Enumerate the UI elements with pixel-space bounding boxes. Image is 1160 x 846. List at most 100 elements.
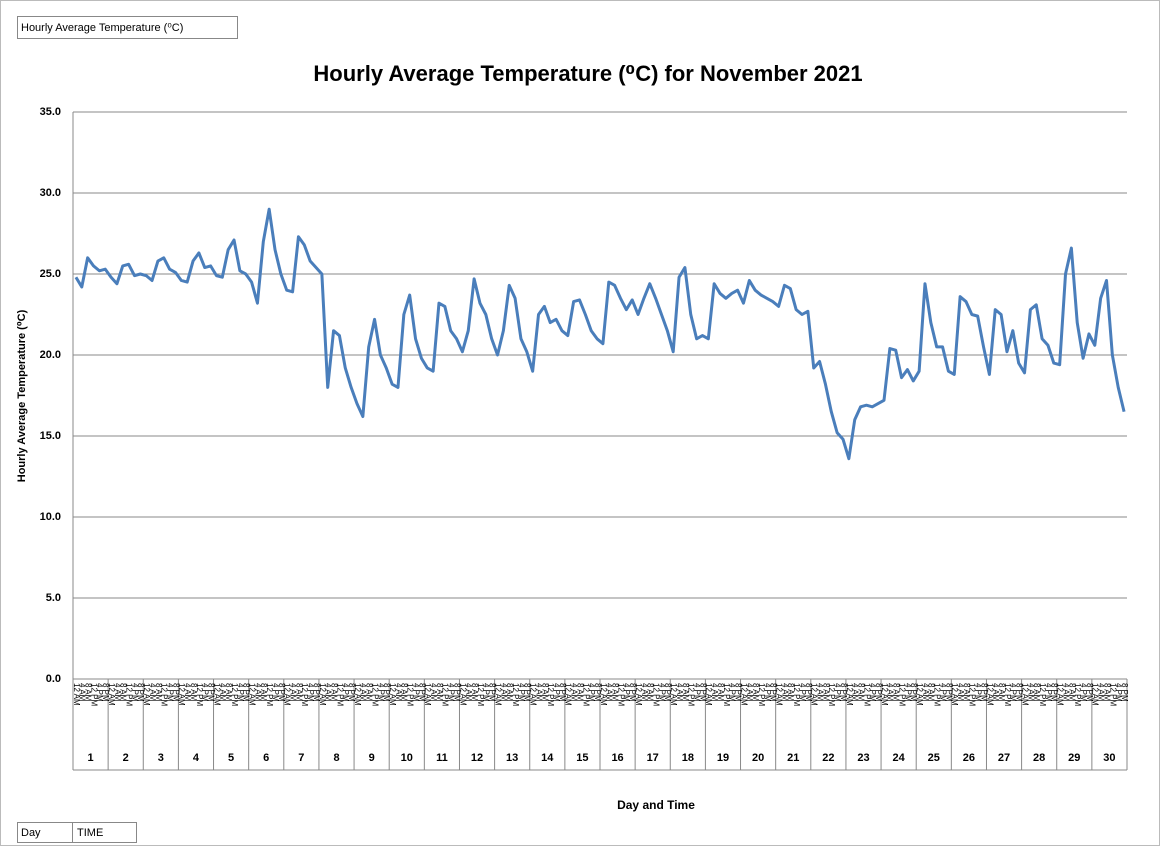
time-label: 12 PM bbox=[827, 683, 836, 706]
time-label: 8 PM bbox=[1085, 683, 1094, 702]
row-field-label: Day bbox=[21, 827, 41, 839]
time-label: 8 PM bbox=[382, 683, 391, 702]
time-label: 4 PM bbox=[306, 683, 315, 702]
time-label: 8 AM bbox=[435, 683, 444, 702]
time-label: 4 PM bbox=[130, 683, 139, 702]
time-label: 4 PM bbox=[728, 683, 737, 702]
time-label: 12 PM bbox=[160, 683, 169, 706]
y-tick-label: 30.0 bbox=[40, 187, 61, 199]
x-tick-label: 12 bbox=[471, 752, 483, 764]
x-tick-label: 24 bbox=[893, 752, 906, 764]
time-label: 8 AM bbox=[224, 683, 233, 702]
time-label: 12 AM bbox=[915, 683, 924, 706]
time-label: 4 AM bbox=[675, 683, 684, 702]
x-tick-label: 4 bbox=[193, 752, 200, 764]
time-label: 8 AM bbox=[821, 683, 830, 702]
x-tick-label: 17 bbox=[647, 752, 659, 764]
time-label: 4 AM bbox=[499, 683, 508, 702]
time-label: 12 AM bbox=[704, 683, 713, 706]
x-tick-label: 22 bbox=[822, 752, 834, 764]
time-label: 4 PM bbox=[657, 683, 666, 702]
time-label: 12 PM bbox=[546, 683, 555, 706]
time-label: 4 AM bbox=[921, 683, 930, 702]
x-tick-label: 16 bbox=[611, 752, 623, 764]
time-label: 4 AM bbox=[815, 683, 824, 702]
time-label: 12 AM bbox=[1020, 683, 1029, 706]
time-label: 4 AM bbox=[429, 683, 438, 702]
time-label: 12 AM bbox=[529, 683, 538, 706]
time-label: 8 AM bbox=[646, 683, 655, 702]
time-label: 12 PM bbox=[1108, 683, 1117, 706]
time-label: 8 AM bbox=[892, 683, 901, 702]
time-label: 12 AM bbox=[283, 683, 292, 706]
time-label: 4 PM bbox=[1044, 683, 1053, 702]
time-label: 12 AM bbox=[318, 683, 327, 706]
field-button[interactable] bbox=[17, 16, 238, 39]
time-label: 4 PM bbox=[95, 683, 104, 702]
chart-title: Hourly Average Temperature (⁰C) for Nove… bbox=[313, 61, 862, 86]
time-label: 4 AM bbox=[534, 683, 543, 702]
time-label: 4 AM bbox=[745, 683, 754, 702]
time-label: 12 PM bbox=[441, 683, 450, 706]
x-tick-label: 3 bbox=[158, 752, 164, 764]
time-label: 12 AM bbox=[810, 683, 819, 706]
time-label: 4 AM bbox=[605, 683, 614, 702]
x-tick-label: 27 bbox=[998, 752, 1010, 764]
y-axis-label: Hourly Average Temperature (⁰C) bbox=[16, 309, 28, 482]
time-label: 8 PM bbox=[909, 683, 918, 702]
time-label: 12 AM bbox=[599, 683, 608, 706]
time-label: 12 PM bbox=[968, 683, 977, 706]
time-label: 12 PM bbox=[616, 683, 625, 706]
time-label: 8 AM bbox=[84, 683, 93, 702]
time-label: 8 PM bbox=[698, 683, 707, 702]
field-button-label: Hourly Average Temperature (⁰C) bbox=[21, 22, 183, 34]
time-label: 4 PM bbox=[868, 683, 877, 702]
time-label: 8 PM bbox=[1120, 683, 1129, 702]
time-label: 12 PM bbox=[300, 683, 309, 706]
time-label: 12 AM bbox=[72, 683, 81, 706]
time-label: 8 PM bbox=[663, 683, 672, 702]
time-label: 4 AM bbox=[183, 683, 192, 702]
time-label: 4 AM bbox=[570, 683, 579, 702]
x-tick-label: 10 bbox=[401, 752, 413, 764]
time-label: 4 PM bbox=[411, 683, 420, 702]
time-label: 8 PM bbox=[452, 683, 461, 702]
time-label: 4 PM bbox=[1114, 683, 1123, 702]
time-label: 8 PM bbox=[101, 683, 110, 702]
time-label: 8 AM bbox=[575, 683, 584, 702]
time-label: 8 PM bbox=[242, 683, 251, 702]
x-tick-label: 20 bbox=[752, 752, 764, 764]
time-label: 4 PM bbox=[903, 683, 912, 702]
x-tick-label: 13 bbox=[506, 752, 518, 764]
row-field-button[interactable] bbox=[72, 822, 137, 843]
time-label: 4 PM bbox=[271, 683, 280, 702]
time-label: 12 AM bbox=[458, 683, 467, 706]
x-tick-label: 29 bbox=[1068, 752, 1080, 764]
y-tick-label: 25.0 bbox=[40, 268, 61, 280]
time-label: 8 AM bbox=[189, 683, 198, 702]
time-label: 4 AM bbox=[324, 683, 333, 702]
time-label: 12 PM bbox=[933, 683, 942, 706]
x-tick-label: 9 bbox=[369, 752, 375, 764]
y-tick-label: 15.0 bbox=[40, 430, 61, 442]
time-label: 8 PM bbox=[558, 683, 567, 702]
data-line bbox=[74, 207, 1126, 461]
time-label: 12 AM bbox=[353, 683, 362, 706]
x-tick-label: 25 bbox=[928, 752, 940, 764]
x-tick-label: 28 bbox=[1033, 752, 1045, 764]
x-tick-label: 11 bbox=[436, 752, 448, 764]
time-label: 12 PM bbox=[230, 683, 239, 706]
x-tick-label: 26 bbox=[963, 752, 975, 764]
time-label: 12 PM bbox=[1003, 683, 1012, 706]
time-label: 4 AM bbox=[288, 683, 297, 702]
time-label: 12 AM bbox=[634, 683, 643, 706]
x-tick-label: 1 bbox=[88, 752, 94, 764]
time-label: 8 PM bbox=[312, 683, 321, 702]
time-label: 8 PM bbox=[347, 683, 356, 702]
time-label: 12 PM bbox=[125, 683, 134, 706]
time-label: 8 PM bbox=[979, 683, 988, 702]
time-label: 8 AM bbox=[856, 683, 865, 702]
time-label: 4 AM bbox=[113, 683, 122, 702]
time-label: 4 PM bbox=[447, 683, 456, 702]
